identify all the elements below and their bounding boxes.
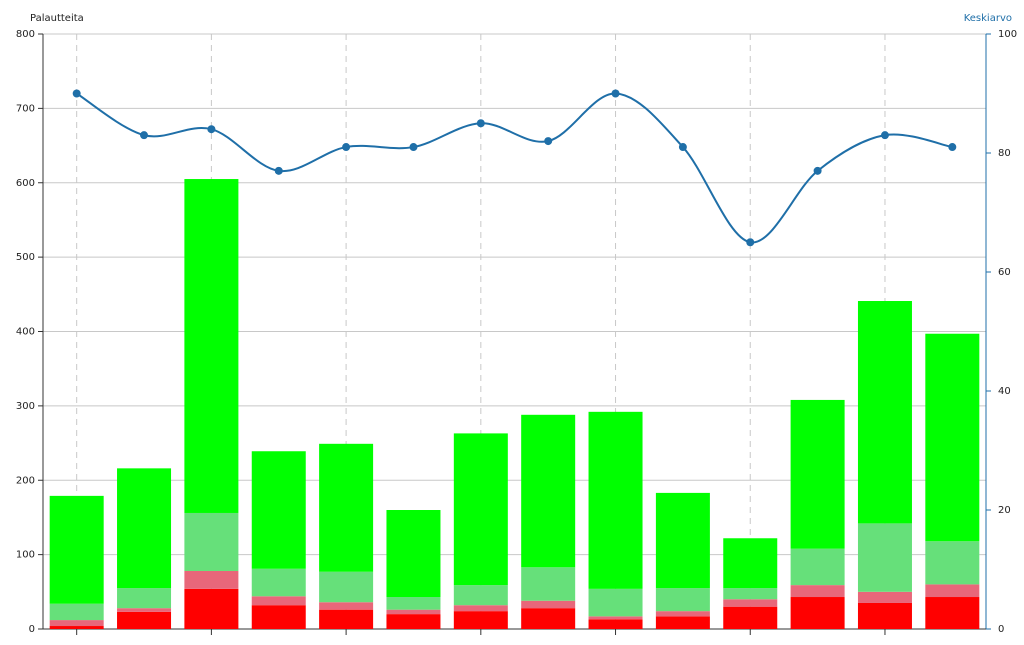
bar-segment	[925, 597, 980, 629]
bar-segment	[49, 626, 104, 629]
bar-segment	[588, 616, 643, 620]
bar-segment	[319, 571, 374, 603]
y2-axis-title: Keskiarvo	[964, 13, 1012, 24]
y-tick-label: 300	[16, 401, 35, 412]
line-point	[342, 143, 351, 152]
bar-segment	[790, 585, 845, 598]
line-point	[948, 143, 957, 152]
bar-segment	[723, 599, 778, 607]
line-point	[880, 131, 889, 140]
bar-segment	[319, 609, 374, 629]
bar-segment	[386, 614, 441, 629]
line-point	[746, 238, 755, 247]
bar-segment	[925, 584, 980, 598]
bar-segment	[184, 512, 239, 571]
bar-segment	[251, 596, 306, 606]
bar-segment	[588, 619, 643, 629]
line-point	[476, 119, 485, 128]
y2-tick-label: 80	[998, 148, 1011, 159]
bar-segment	[117, 608, 172, 612]
bar-segment	[117, 611, 172, 629]
bar-segment	[49, 620, 104, 627]
bar-segment	[790, 597, 845, 629]
bar-segment	[453, 433, 508, 586]
line	[76, 92, 953, 244]
bar-segment	[925, 333, 980, 542]
line-point	[813, 166, 822, 175]
y2-tick-label: 0	[998, 624, 1004, 635]
bar-segment	[386, 510, 441, 598]
bar-segment	[453, 585, 508, 606]
line-point	[611, 89, 620, 98]
bar-segment	[386, 597, 441, 610]
y-tick-label: 700	[16, 103, 35, 114]
bar-segment	[453, 605, 508, 612]
bar-segment	[655, 492, 710, 589]
bar-segment	[184, 588, 239, 629]
bar-segment	[521, 414, 576, 568]
bar-segment	[49, 495, 104, 604]
y2-tick-label: 100	[998, 29, 1017, 40]
bar-segment	[521, 608, 576, 629]
y-tick-label: 100	[16, 550, 35, 561]
bar-segment	[857, 591, 912, 603]
bar-segment	[521, 600, 576, 609]
bar-segment	[925, 541, 980, 585]
y2-tick-label: 60	[998, 267, 1011, 278]
bar-segment	[857, 301, 912, 524]
bar-segment	[655, 611, 710, 617]
y-tick-label: 800	[16, 29, 35, 40]
bar-segment	[588, 411, 643, 589]
bar-segment	[588, 588, 643, 617]
bar-segment	[723, 538, 778, 589]
y2-tick-label: 20	[998, 505, 1011, 516]
bar-segment	[790, 548, 845, 586]
bar-segment	[521, 567, 576, 601]
bar-segment	[117, 588, 172, 609]
bar-segment	[184, 179, 239, 513]
y-tick-label: 200	[16, 475, 35, 486]
bar-segment	[319, 443, 374, 572]
bar-segment	[723, 588, 778, 600]
y-tick-label: 600	[16, 178, 35, 189]
y-tick-label: 400	[16, 327, 35, 338]
y-tick-label: 500	[16, 252, 35, 263]
line-point	[409, 143, 418, 152]
line-point	[207, 125, 216, 134]
bar-segment	[251, 568, 306, 597]
bar-segment	[857, 602, 912, 629]
bar-segment	[655, 588, 710, 612]
y-axis-title: Palautteita	[30, 13, 84, 24]
line-point	[72, 89, 81, 98]
line-point	[678, 143, 687, 152]
bar-segment	[453, 611, 508, 629]
bar-segment	[655, 616, 710, 629]
bar-segment	[386, 609, 441, 615]
bar-segment	[251, 451, 306, 569]
bar-segment	[857, 523, 912, 592]
bar-segment	[117, 468, 172, 589]
bar-segment	[184, 570, 239, 589]
line-point	[140, 131, 149, 140]
bar-segment	[49, 603, 104, 621]
y-tick-label: 0	[29, 624, 35, 635]
bar-segment	[251, 605, 306, 629]
bar-segment	[319, 602, 374, 610]
line-point	[274, 166, 283, 175]
y2-tick-label: 40	[998, 386, 1011, 397]
bar-segment	[790, 399, 845, 549]
bar-segment	[723, 606, 778, 629]
line-point	[544, 137, 553, 146]
